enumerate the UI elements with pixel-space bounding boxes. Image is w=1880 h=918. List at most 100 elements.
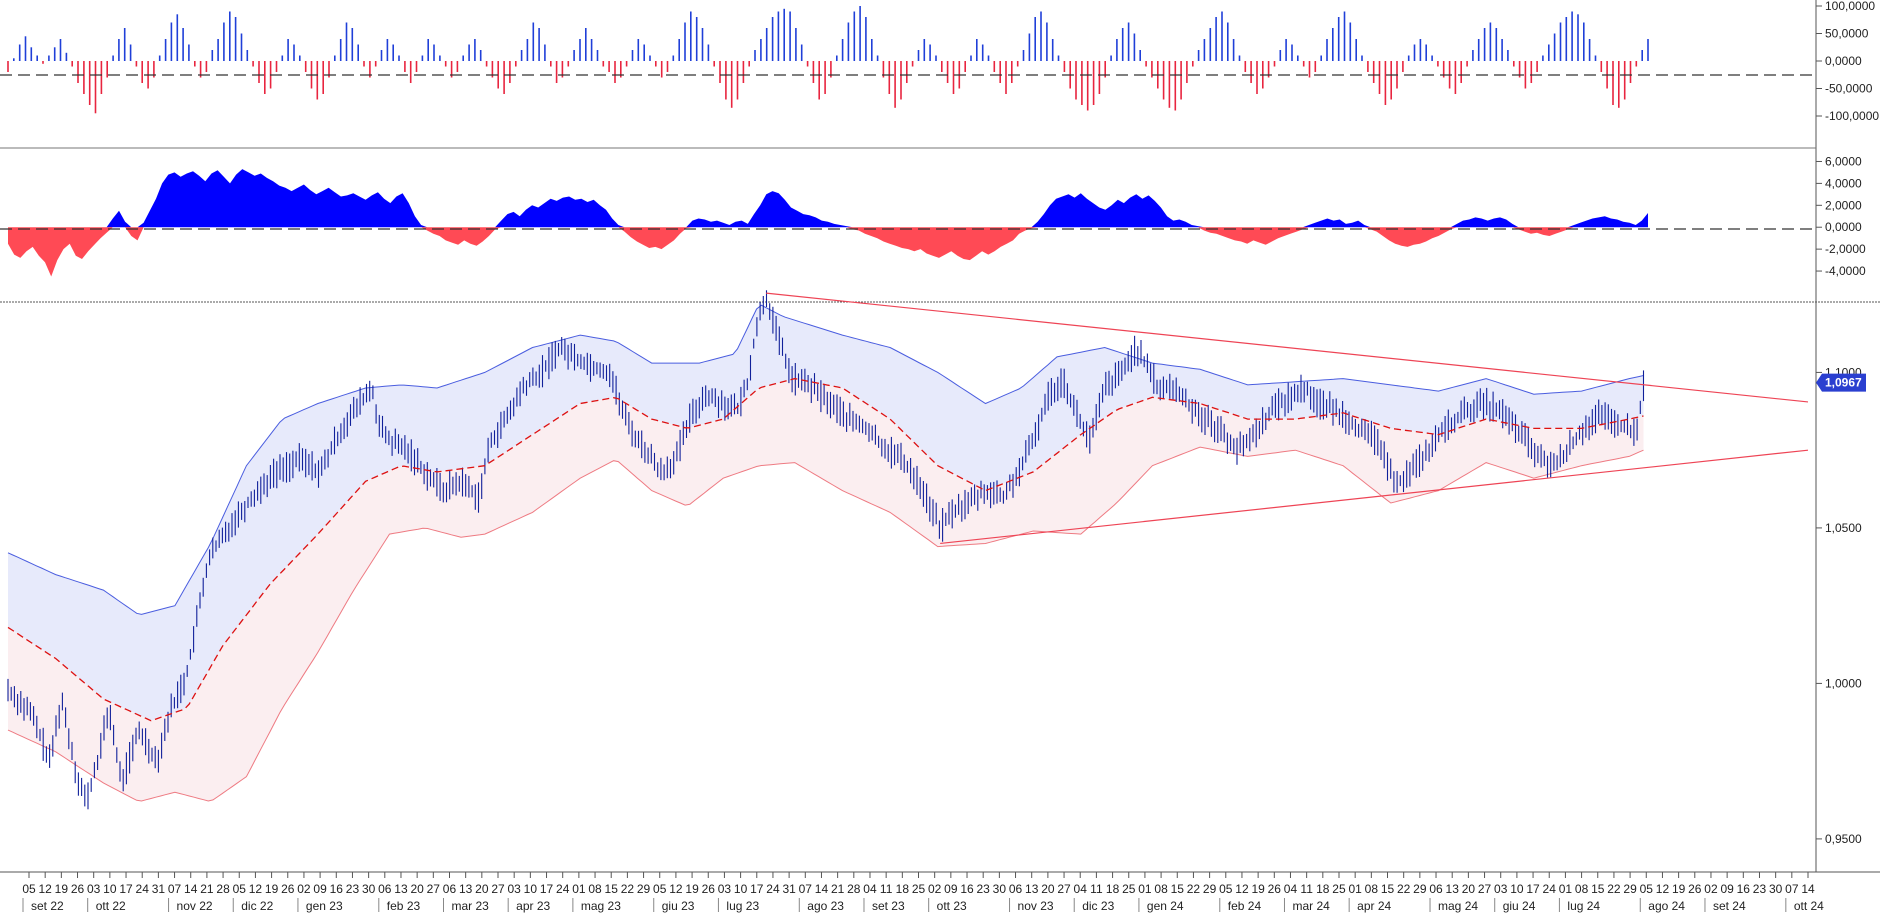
day-tick-label: 02 — [1704, 882, 1718, 896]
day-tick-label: 26 — [702, 882, 716, 896]
momentum-area — [8, 169, 1648, 277]
month-label: ott 24 — [1794, 899, 1824, 913]
oscillator-axis-labels: 100,0000 50,0000 0,0000 -50,0000 -100,0000 — [1816, 0, 1879, 123]
day-tick-label: 11 — [880, 882, 893, 896]
month-label: dic 23 — [1082, 899, 1114, 913]
day-tick-label: 08 — [588, 882, 602, 896]
day-tick-label: 27 — [427, 882, 441, 896]
momentum-tick-label: 6,0000 — [1825, 154, 1862, 168]
oscillator-tick-label: 100,0000 — [1825, 0, 1875, 13]
momentum-tick-label: -4,0000 — [1825, 264, 1866, 278]
momentum-negative-area — [8, 227, 1648, 277]
oscillator-tick-label: 0,0000 — [1825, 54, 1862, 68]
month-label: feb 24 — [1228, 899, 1262, 913]
month-label: lug 24 — [1567, 899, 1600, 913]
day-tick-label: 07 — [168, 882, 182, 896]
day-tick-label: 16 — [330, 882, 344, 896]
day-tick-label: 08 — [1154, 882, 1168, 896]
day-tick-label: 13 — [459, 882, 473, 896]
price-tick-label: 1,0000 — [1825, 676, 1862, 690]
day-tick-label: 23 — [977, 882, 991, 896]
month-label: apr 23 — [516, 899, 550, 913]
day-tick-label: 06 — [378, 882, 392, 896]
momentum-axis-labels: 6,0000 4,0000 2,0000 0,0000 -2,0000 -4,0000 — [1816, 154, 1866, 278]
last-price-tag-shape — [1816, 373, 1866, 392]
time-axis-labels: 05 12 19 26 03 10 17 24 31 07 14 21 28 05 12 19 26 02 09 16… — [22, 872, 1824, 913]
day-tick-label: 19 — [685, 882, 699, 896]
day-tick-label: 26 — [1688, 882, 1702, 896]
month-label: mag 24 — [1438, 899, 1478, 913]
month-label: mar 23 — [451, 899, 489, 913]
day-tick-label: 10 — [524, 882, 538, 896]
day-tick-label: 13 — [394, 882, 408, 896]
day-tick-label: 19 — [1251, 882, 1265, 896]
day-tick-label: 10 — [1510, 882, 1524, 896]
day-tick-label: 11 — [1090, 882, 1103, 896]
day-tick-label: 18 — [1106, 882, 1120, 896]
upper-band-line — [7, 304, 1644, 615]
day-tick-label: 01 — [1559, 882, 1573, 896]
price-tick-label: 1,0500 — [1825, 521, 1862, 535]
month-label: set 22 — [31, 899, 64, 913]
month-label: nov 23 — [1018, 899, 1054, 913]
month-label: nov 22 — [177, 899, 213, 913]
day-tick-label: 24 — [1543, 882, 1557, 896]
day-tick-label: 06 — [443, 882, 457, 896]
month-label: ott 23 — [937, 899, 967, 913]
day-tick-label: 02 — [928, 882, 942, 896]
momentum-positive-area — [8, 169, 1648, 228]
day-tick-label: 08 — [1365, 882, 1379, 896]
day-tick-label: 24 — [556, 882, 570, 896]
day-tick-label: 22 — [1607, 882, 1621, 896]
day-tick-label: 12 — [1235, 882, 1249, 896]
day-tick-label: 05 — [1640, 882, 1654, 896]
day-tick-label: 05 — [1219, 882, 1233, 896]
day-tick-label: 20 — [410, 882, 424, 896]
day-tick-label: 27 — [1057, 882, 1071, 896]
momentum-tick-label: -2,0000 — [1825, 242, 1866, 256]
day-tick-label: 31 — [782, 882, 796, 896]
day-tick-label: 06 — [1429, 882, 1443, 896]
month-label: ott 22 — [96, 899, 126, 913]
day-tick-label: 18 — [896, 882, 910, 896]
day-tick-label: 12 — [38, 882, 52, 896]
day-tick-label: 07 — [1785, 882, 1799, 896]
day-tick-label: 14 — [1801, 882, 1815, 896]
day-tick-label: 17 — [1526, 882, 1540, 896]
day-tick-label: 20 — [1462, 882, 1476, 896]
day-tick-label: 09 — [313, 882, 327, 896]
last-price-tag: 1,0967 — [1816, 373, 1866, 392]
day-tick-label: 17 — [540, 882, 554, 896]
day-tick-label: 12 — [1656, 882, 1670, 896]
trendline-lower — [940, 449, 1809, 545]
day-tick-label: 25 — [1332, 882, 1346, 896]
day-tick-label: 25 — [912, 882, 926, 896]
day-tick-label: 02 — [297, 882, 311, 896]
day-tick-label: 03 — [718, 882, 732, 896]
momentum-tick-label: 2,0000 — [1825, 198, 1862, 212]
moving-average-line — [7, 377, 1644, 722]
day-tick-label: 17 — [750, 882, 764, 896]
day-tick-label: 26 — [71, 882, 85, 896]
day-tick-label: 20 — [1041, 882, 1055, 896]
day-tick-label: 19 — [55, 882, 69, 896]
day-tick-label: 23 — [346, 882, 360, 896]
day-tick-label: 20 — [475, 882, 489, 896]
day-tick-label: 19 — [1672, 882, 1686, 896]
day-tick-label: 16 — [1737, 882, 1751, 896]
day-tick-label: 28 — [847, 882, 861, 896]
day-tick-label: 03 — [508, 882, 522, 896]
day-tick-label: 06 — [1009, 882, 1023, 896]
day-tick-label: 08 — [1575, 882, 1589, 896]
trendlines[interactable] — [766, 292, 1809, 545]
month-label: mar 24 — [1292, 899, 1330, 913]
day-tick-label: 24 — [136, 882, 150, 896]
day-tick-label: 25 — [1122, 882, 1136, 896]
day-tick-label: 07 — [799, 882, 813, 896]
day-tick-label: 13 — [1025, 882, 1039, 896]
month-label: giu 24 — [1503, 899, 1536, 913]
bollinger-bands — [7, 304, 1644, 802]
oscillator-tick-label: 50,0000 — [1825, 27, 1869, 41]
